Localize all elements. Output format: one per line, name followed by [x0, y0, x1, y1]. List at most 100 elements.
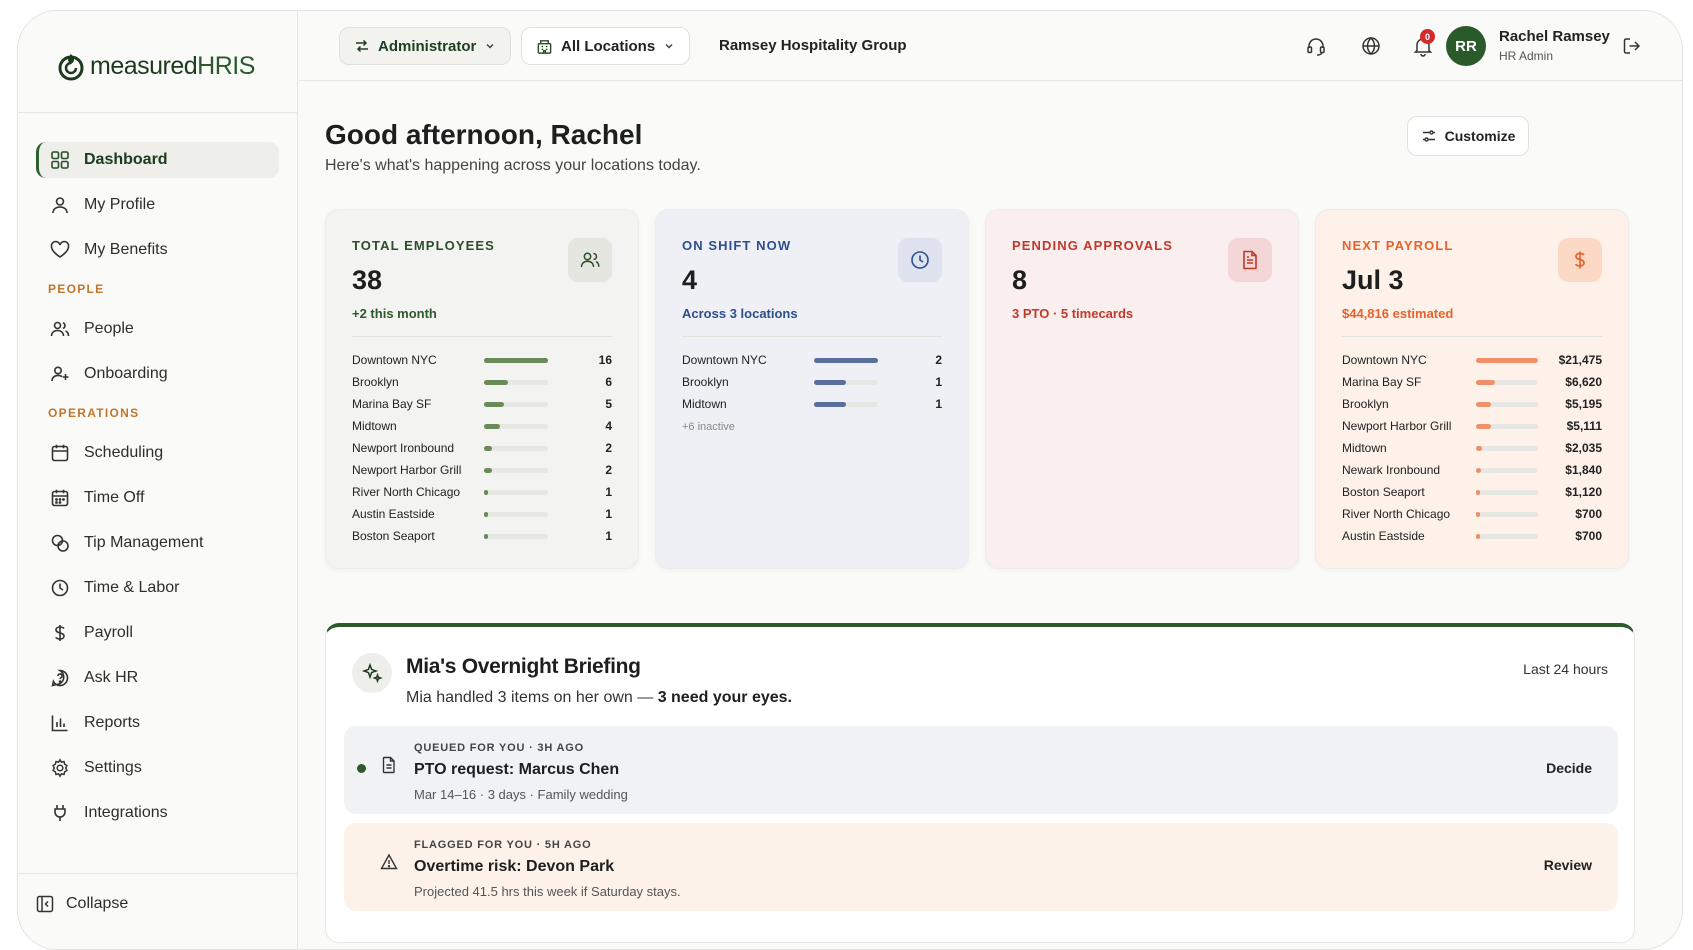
location-value: $1,840 [1565, 463, 1602, 477]
location-value: $21,475 [1558, 353, 1602, 367]
location-switcher[interactable]: All Locations [521, 27, 691, 65]
bar-track [484, 379, 548, 385]
bar-track [1476, 357, 1538, 363]
breakdown-row: Austin Eastside 1 [352, 503, 612, 525]
item-description: Projected 41.5 hrs this week if Saturday… [414, 884, 681, 899]
sidebar-item-ask-hr[interactable]: Ask HR [36, 660, 279, 696]
brief-title: Mia's Overnight Briefing [406, 655, 641, 678]
sidebar-item-time-off[interactable]: Time Off [36, 480, 279, 516]
sidebar-item-payroll[interactable]: Payroll [36, 615, 279, 651]
sidebar-item-integrations[interactable]: Integrations [36, 795, 279, 831]
card-subtext: +2 this month [352, 306, 437, 321]
location-value: $2,035 [1565, 441, 1602, 455]
stat-card-total-employees[interactable]: TOTAL EMPLOYEES 38 +2 this month Downtow… [325, 209, 639, 569]
warning-icon [380, 853, 398, 870]
location-name: Downtown NYC [1342, 353, 1427, 367]
briefing-item[interactable]: QUEUED FOR YOU · 3H AGO PTO request: Mar… [344, 726, 1618, 814]
card-label: PENDING APPROVALS [1012, 238, 1173, 253]
location-value: 1 [605, 529, 612, 543]
bar-fill [814, 401, 846, 407]
bar-track [1476, 533, 1538, 539]
sidebar-item-label: Time & Labor [84, 579, 180, 596]
bar-fill [484, 445, 492, 451]
sidebar-item-label: My Profile [84, 196, 156, 213]
bar-fill [1476, 511, 1480, 517]
bar-fill [1476, 533, 1480, 539]
card-icon-wrap [898, 238, 942, 282]
sidebar-item-dashboard[interactable]: Dashboard [36, 142, 279, 178]
card-label: ON SHIFT NOW [682, 238, 792, 253]
stat-card-on-shift[interactable]: ON SHIFT NOW 4 Across 3 locations Downto… [655, 209, 969, 569]
brief-timeframe: Last 24 hours [1523, 661, 1608, 677]
card-label: NEXT PAYROLL [1342, 238, 1454, 253]
breakdown-row: Brooklyn $5,195 [1342, 393, 1602, 415]
bar-track [1476, 445, 1538, 451]
page-subtitle: Here's what's happening across your loca… [325, 157, 701, 174]
dollar-icon [55, 625, 65, 641]
location-breakdown: Downtown NYC 16 Brooklyn 6 Marina Bay SF 5 Mid… [352, 349, 612, 547]
sidebar-item-settings[interactable]: Settings [36, 750, 279, 786]
sidebar-item-my-profile[interactable]: My Profile [36, 187, 279, 223]
sidebar-item-my-benefits[interactable]: My Benefits [36, 232, 279, 268]
card-subtext: 3 PTO · 5 timecards [1012, 306, 1134, 321]
bar-track [484, 401, 548, 407]
item-description: Mar 14–16 · 3 days · Family wedding [414, 787, 628, 802]
location-value: 2 [935, 353, 942, 367]
breakdown-row: Marina Bay SF $6,620 [1342, 371, 1602, 393]
sidebar-item-reports[interactable]: Reports [36, 705, 279, 741]
bar-track [484, 533, 548, 539]
headset-icon[interactable] [1305, 35, 1327, 57]
location-value: 4 [605, 419, 612, 433]
review-button[interactable]: Review [1543, 857, 1592, 873]
location-value: 5 [605, 397, 612, 411]
breakdown-row: Boston Seaport 1 [352, 525, 612, 547]
dollar-icon [1574, 251, 1585, 269]
bar-fill [1476, 467, 1482, 473]
globe-icon[interactable] [1360, 35, 1382, 57]
user-icon [52, 197, 68, 214]
briefing-item[interactable]: FLAGGED FOR YOU · 5H AGO Overtime risk: … [344, 823, 1618, 911]
bar-fill [1476, 423, 1491, 429]
sidebar-item-people[interactable]: People [36, 311, 279, 347]
brief-icon-wrap [352, 653, 392, 693]
breakdown-row: River North Chicago 1 [352, 481, 612, 503]
breakdown-row: Downtown NYC $21,475 [1342, 349, 1602, 371]
users-icon [580, 252, 600, 268]
bar-track [814, 379, 878, 385]
stat-card-next-payroll[interactable]: NEXT PAYROLL Jul 3 $44,816 estimated Dow… [1315, 209, 1629, 569]
bar-fill [1476, 357, 1538, 363]
card-subtext: Across 3 locations [682, 306, 798, 321]
building-icon [537, 39, 552, 54]
location-name: Brooklyn [352, 375, 399, 389]
customize-button[interactable]: Customize [1407, 116, 1529, 156]
bar-track [1476, 401, 1538, 407]
brand-logo[interactable]: measuredHRIS [58, 45, 255, 87]
heart-icon [50, 240, 70, 258]
location-value: 16 [598, 353, 612, 367]
breakdown-row: Boston Seaport $1,120 [1342, 481, 1602, 503]
users-icon [50, 321, 70, 337]
bar-track [484, 511, 548, 517]
topbar: Administrator All Locations Ramsey Hospi… [299, 11, 1682, 81]
bar-track [814, 357, 878, 363]
sidebar-item-scheduling[interactable]: Scheduling [36, 435, 279, 471]
breakdown-row: Newport Ironbound 2 [352, 437, 612, 459]
page-title: Good afternoon, Rachel [325, 119, 643, 150]
document-icon [1243, 250, 1257, 270]
bar-fill [484, 357, 548, 363]
user-name: Rachel Ramsey [1499, 28, 1610, 45]
avatar[interactable]: RR [1446, 26, 1486, 66]
decide-button[interactable]: Decide [1546, 760, 1592, 776]
sidebar-item-time-labor[interactable]: Time & Labor [36, 570, 279, 606]
logout-icon[interactable] [1621, 35, 1643, 57]
collapse-button[interactable]: Collapse [36, 895, 128, 913]
customize-label: Customize [1444, 128, 1516, 144]
bar-fill [484, 401, 504, 407]
sidebar-item-onboarding[interactable]: Onboarding [36, 356, 279, 392]
stat-card-pending-approvals[interactable]: PENDING APPROVALS 8 3 PTO · 5 timecards [985, 209, 1299, 569]
sidebar-item-label: Time Off [84, 489, 145, 506]
location-label: All Locations [561, 37, 656, 55]
calendar-icon [51, 444, 69, 462]
sidebar-item-tip-management[interactable]: Tip Management [36, 525, 279, 561]
role-switcher[interactable]: Administrator [339, 27, 512, 65]
